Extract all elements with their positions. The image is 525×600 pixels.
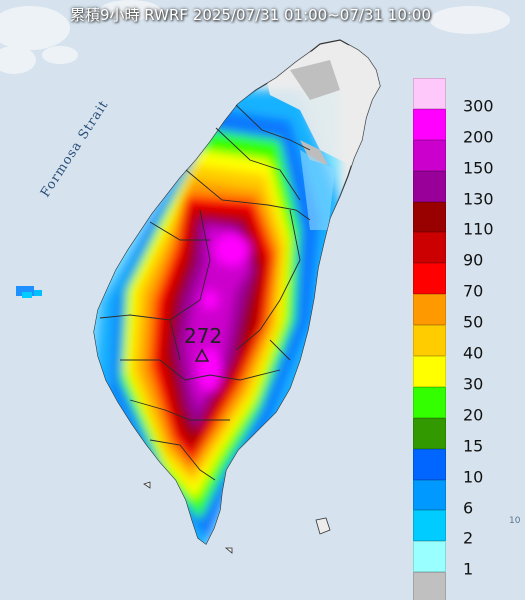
legend-entry (413, 510, 515, 542)
legend-swatch (413, 417, 446, 449)
legend-label: 1 (463, 559, 474, 579)
legend-swatch (413, 448, 446, 480)
legend-entry (413, 232, 515, 264)
legend-swatch (413, 356, 446, 387)
legend-swatch (413, 201, 446, 233)
legend-entry (413, 263, 515, 295)
legend-entry (413, 356, 515, 387)
legend-swatch (413, 232, 446, 264)
legend-label: 130 (463, 189, 494, 208)
legend-label: 20 (463, 405, 484, 425)
legend-entry (413, 78, 515, 109)
legend-entry (413, 170, 515, 202)
legend-entry (413, 201, 515, 233)
legend-label: 30 (463, 374, 484, 394)
legend-entry (413, 572, 515, 600)
rainfall-legend: 300 200 150 130 110 90 70 50 40 30 20 15 10 6 2 1 (413, 78, 515, 600)
legend-swatch (413, 479, 446, 511)
legend-swatch (413, 325, 446, 357)
legend-label: 2 (463, 528, 474, 548)
legend-entry (413, 541, 515, 573)
legend-entry (413, 294, 515, 326)
legend-entry (413, 325, 515, 357)
legend-entry (413, 479, 515, 511)
islets (143, 481, 331, 554)
legend-label: 200 (463, 127, 494, 147)
legend-swatch (413, 386, 446, 418)
legend-label: 40 (463, 343, 484, 363)
sea-clouds (0, 0, 510, 74)
legend-swatch (413, 78, 446, 109)
legend-swatch (413, 263, 446, 295)
legend-entry (413, 108, 515, 140)
legend-label: 90 (463, 250, 484, 270)
legend-swatch (413, 572, 446, 600)
legend-label: 70 (463, 281, 484, 301)
legend-label: 6 (463, 498, 474, 517)
legend-swatch (413, 510, 446, 542)
legend-label: 300 (463, 96, 494, 116)
legend-label: 15 (463, 436, 484, 456)
legend-swatch (413, 139, 446, 171)
legend-label: 150 (463, 158, 494, 178)
legend-entry (413, 386, 515, 418)
county-boundaries (99, 104, 311, 481)
edge-number: 10 (509, 516, 521, 526)
legend-label: 10 (463, 467, 484, 487)
legend-label: 110 (463, 219, 494, 239)
max-rainfall-marker (194, 348, 210, 362)
legend-entry (413, 448, 515, 480)
legend-swatch (413, 108, 446, 140)
strait-echo (16, 286, 42, 298)
legend-swatch (413, 541, 446, 573)
legend-entry (413, 417, 515, 449)
legend-label: 50 (463, 312, 484, 332)
legend-swatch (413, 170, 446, 202)
rainfall-field (94, 40, 380, 544)
legend-swatch (413, 294, 446, 326)
max-rainfall-label: 272 (184, 324, 223, 348)
legend-entry (413, 139, 515, 171)
map-title: 累積9小時 RWRF 2025/07/31 01:00~07/31 10:00 (70, 6, 432, 24)
